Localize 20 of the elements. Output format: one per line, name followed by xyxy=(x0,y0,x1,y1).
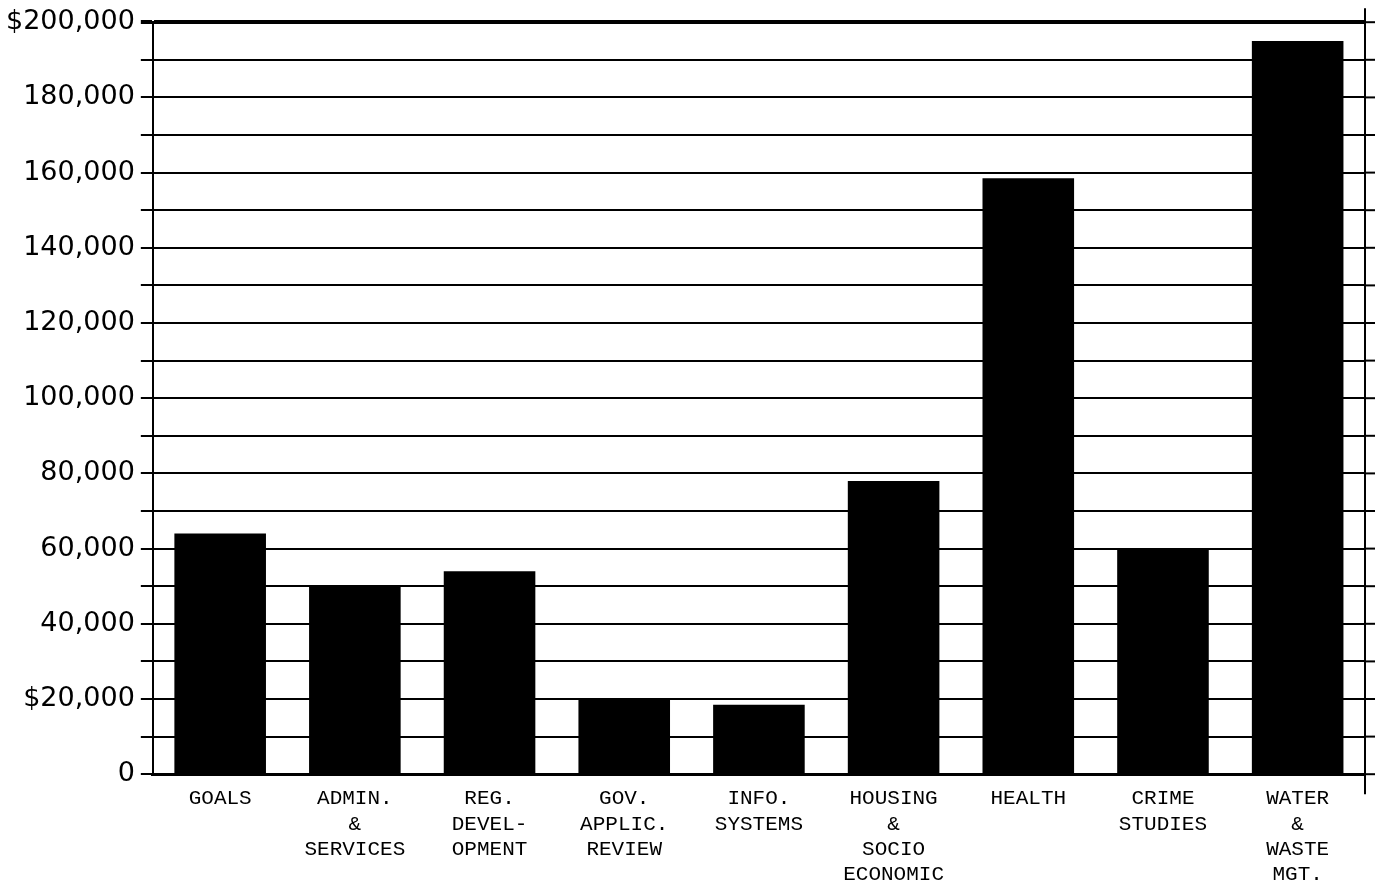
y-tick-label: 80,000 xyxy=(40,455,135,487)
y-tick-label: $200,000 xyxy=(5,4,135,36)
x-tick-label: INFO. SYSTEMS xyxy=(714,787,804,836)
y-tick-label: 0 xyxy=(117,756,135,788)
x-tick-label: HOUSING & SOCIO ECONOMIC xyxy=(843,787,945,886)
y-tick-label: 100,000 xyxy=(23,380,135,412)
x-tick-label: GOV. APPLIC. REVIEW xyxy=(580,787,669,861)
x-tick-label: REG. DEVEL- OPMENT xyxy=(451,787,528,861)
y-tick-label: 120,000 xyxy=(23,305,135,337)
y-tick-label: $20,000 xyxy=(23,681,135,713)
y-tick-label: 140,000 xyxy=(23,229,135,261)
y-tick-label: 40,000 xyxy=(40,605,135,637)
x-tick-label: WATER & WASTE MGT. xyxy=(1266,787,1330,886)
x-tick-label: CRIME STUDIES xyxy=(1118,787,1208,836)
y-tick-label: 160,000 xyxy=(23,154,135,186)
x-tick-label: GOALS xyxy=(188,787,252,811)
y-tick-label: 60,000 xyxy=(40,530,135,562)
x-tick-label: ADMIN. & SERVICES xyxy=(304,787,406,861)
x-tick-label: HEALTH xyxy=(990,787,1067,811)
y-tick-label: 180,000 xyxy=(23,79,135,111)
